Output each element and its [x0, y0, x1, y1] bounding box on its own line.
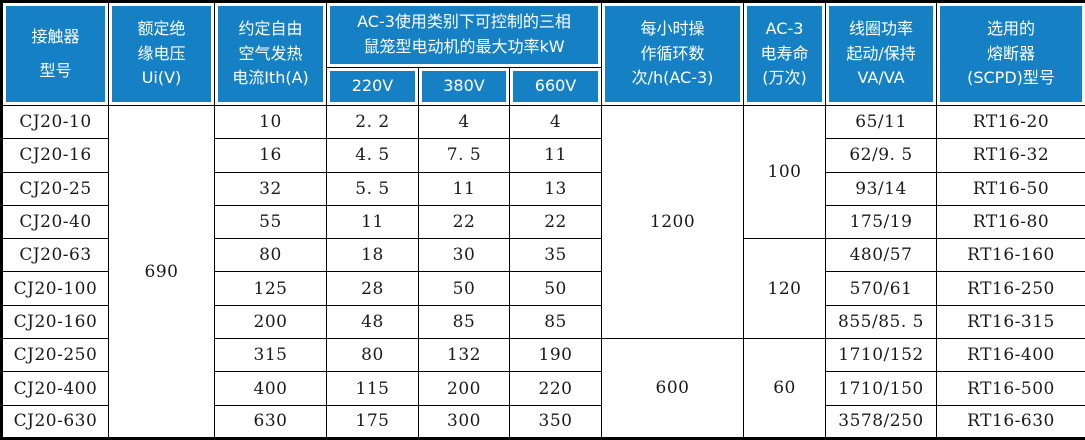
cell-fuse-model: RT16-400	[936, 338, 1085, 373]
cell-thermal-current: 16	[214, 138, 327, 173]
cell-cycles-per-hour: 1200	[601, 104, 745, 340]
cell-fuse-model: RT16-250	[936, 271, 1085, 306]
cell-fuse-model: RT16-80	[936, 204, 1085, 240]
cell-coil-power: 175/19	[825, 204, 938, 240]
cell-thermal-current: 200	[214, 304, 327, 340]
cell-power-220v: 2. 2	[326, 104, 419, 140]
cell-electrical-life: 60	[743, 338, 827, 439]
cell-power-380v: 85	[418, 304, 510, 340]
header-fuse-scpd-model: 选用的 熔断器 (SCPD)型号	[936, 1, 1085, 106]
cell-power-380v: 300	[418, 404, 510, 440]
cell-model: CJ20-40	[1, 204, 109, 240]
cell-model: CJ20-25	[1, 171, 109, 206]
cell-power-220v: 11	[326, 204, 419, 240]
header-voltage-220v: 220V	[326, 67, 419, 106]
cell-model: CJ20-10	[1, 104, 109, 140]
cell-power-220v: 5. 5	[326, 171, 419, 206]
header-rated-insulation-voltage: 额定绝 缘电压 Ui(V)	[108, 1, 215, 106]
cell-coil-power: 62/9. 5	[825, 138, 938, 173]
cell-power-220v: 115	[326, 371, 419, 406]
cell-power-660v: 50	[508, 271, 603, 306]
cell-fuse-model: RT16-20	[936, 104, 1085, 140]
table-row: CJ20-10 690 10 2. 2 4 4 1200 100 65/11 R…	[1, 104, 1085, 439]
cell-power-220v: 80	[326, 338, 419, 373]
cell-power-380v: 11	[418, 171, 510, 206]
cell-fuse-model: RT16-500	[936, 371, 1085, 406]
cell-power-660v: 85	[508, 304, 603, 340]
cell-power-660v: 350	[508, 404, 603, 440]
cell-fuse-model: RT16-50	[936, 171, 1085, 206]
cell-model: CJ20-630	[1, 404, 109, 440]
cell-coil-power: 65/11	[825, 104, 938, 140]
cell-power-660v: 22	[508, 204, 603, 240]
cell-power-380v: 132	[418, 338, 510, 373]
cell-fuse-model: RT16-32	[936, 138, 1085, 173]
cell-coil-power: 1710/152	[825, 338, 938, 373]
cell-power-660v: 35	[508, 238, 603, 273]
cell-cycles-per-hour: 600	[601, 338, 745, 439]
cell-power-380v: 4	[418, 104, 510, 140]
table-row: CJ20-16 16 4. 5 7. 5 11 62/9. 5 RT16-32	[1, 138, 1085, 173]
cell-power-660v: 4	[508, 104, 603, 140]
header-ac3-electrical-life: AC-3 电寿命 (万次)	[743, 1, 827, 106]
cell-power-660v: 11	[508, 138, 603, 173]
header-voltage-380v: 380V	[418, 67, 510, 106]
header-contactor-model: 接触器 型号	[1, 1, 109, 106]
cell-model: CJ20-16	[1, 138, 109, 173]
cell-coil-power: 855/85. 5	[825, 304, 938, 340]
cell-power-380v: 200	[418, 371, 510, 406]
cell-fuse-model: RT16-630	[936, 404, 1085, 440]
cell-power-380v: 50	[418, 271, 510, 306]
cell-power-220v: 48	[326, 304, 419, 340]
cell-power-380v: 22	[418, 204, 510, 240]
header-row-top: 接触器 型号 额定绝 缘电压 Ui(V) 约定自由 空气发热 电流Ith(A) …	[1, 1, 1085, 106]
cell-model: CJ20-63	[1, 238, 109, 273]
cell-model: CJ20-400	[1, 371, 109, 406]
cell-thermal-current: 125	[214, 271, 327, 306]
cell-model: CJ20-100	[1, 271, 109, 306]
cell-thermal-current: 630	[214, 404, 327, 440]
cell-thermal-current: 315	[214, 338, 327, 373]
header-voltage-660v: 660V	[508, 67, 603, 106]
table-row: CJ20-63 80 18 30 35 120 480/57 RT16-160	[1, 238, 1085, 340]
cell-thermal-current: 32	[214, 171, 327, 206]
table-row: CJ20-40 55 11 22 22 175/19 RT16-80	[1, 204, 1085, 240]
header-ac3-max-motor-power: AC-3使用类别下可控制的三相 鼠笼型电动机的最大功率kW	[325, 1, 603, 68]
cell-electrical-life: 100	[743, 104, 827, 240]
table-row: CJ20-630 630 175 300 350 3578/250 RT16-6…	[1, 404, 1085, 440]
cell-fuse-model: RT16-315	[936, 304, 1085, 340]
cell-thermal-current: 10	[214, 104, 327, 140]
cell-model: CJ20-160	[1, 304, 109, 340]
cell-power-220v: 4. 5	[326, 138, 419, 173]
cell-insulation-voltage: 690	[108, 105, 215, 439]
cell-thermal-current: 400	[214, 371, 327, 406]
cell-thermal-current: 80	[214, 238, 327, 273]
cell-power-660v: 190	[508, 338, 603, 373]
cell-power-220v: 18	[326, 238, 419, 273]
table-row: CJ20-160 200 48 85 85 855/85. 5 RT16-315	[1, 304, 1085, 340]
cell-power-380v: 7. 5	[418, 138, 510, 173]
header-row-voltages: 220V 380V 660V	[2, 67, 1085, 106]
cell-power-660v: 220	[508, 371, 603, 406]
table-row: CJ20-250 315 80 132 190 600 60 1710/152 …	[1, 338, 1085, 439]
cell-power-660v: 13	[508, 171, 603, 206]
header-thermal-current: 约定自由 空气发热 电流Ith(A)	[214, 1, 327, 106]
cell-coil-power: 3578/250	[825, 404, 938, 440]
cell-coil-power: 1710/150	[825, 371, 938, 406]
table-row: CJ20-25 32 5. 5 11 13 93/14 RT16-50	[1, 171, 1085, 206]
cell-thermal-current: 55	[214, 204, 327, 240]
cell-coil-power: 480/57	[825, 238, 938, 273]
cell-model: CJ20-250	[1, 338, 109, 373]
cell-power-220v: 175	[326, 404, 419, 440]
header-operating-cycles-per-hour: 每小时操 作循环数 次/h(AC-3)	[601, 1, 745, 106]
cell-electrical-life: 120	[743, 238, 827, 340]
cell-fuse-model: RT16-160	[936, 238, 1085, 273]
header-coil-power: 线圈功率 起动/保持 VA/VA	[825, 1, 938, 106]
cell-coil-power: 570/61	[825, 271, 938, 306]
cell-coil-power: 93/14	[825, 171, 938, 206]
cell-power-220v: 28	[326, 271, 419, 306]
cell-power-380v: 30	[418, 238, 510, 273]
